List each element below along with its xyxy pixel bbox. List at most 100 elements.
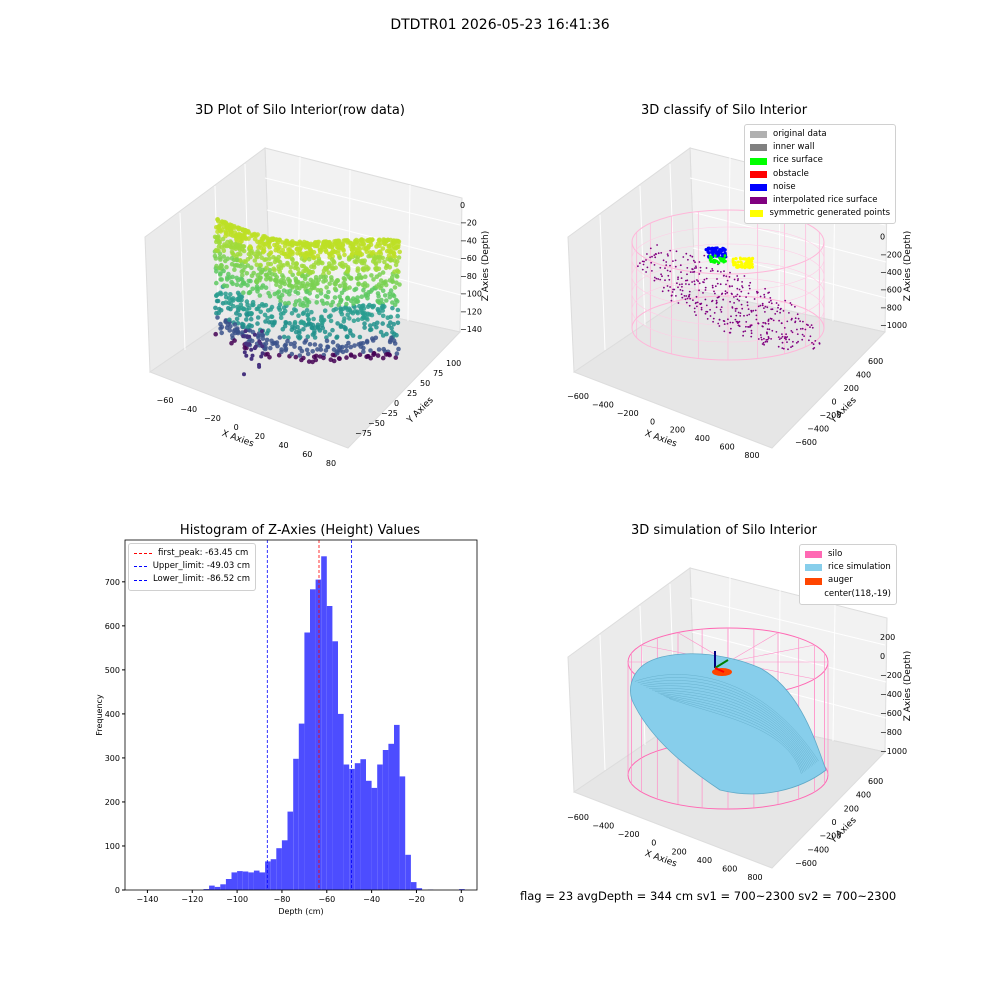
classify-interpolated-point xyxy=(645,259,647,261)
raw-point xyxy=(301,303,306,309)
classify-interpolated-point xyxy=(703,278,706,281)
classify-interpolated-point xyxy=(736,298,739,301)
classify-interpolated-point xyxy=(799,328,802,330)
histogram-x-tick-label: 0 xyxy=(459,895,464,904)
raw-point xyxy=(218,277,223,282)
classify-interpolated-point xyxy=(667,274,670,277)
classify-interpolated-point xyxy=(721,292,724,295)
raw-point xyxy=(374,274,380,280)
raw-point xyxy=(260,351,265,356)
classify-interpolated-point xyxy=(741,307,744,310)
classify-interpolated-point xyxy=(696,305,698,308)
classify-interpolated-point xyxy=(733,278,736,281)
histogram-bar xyxy=(220,884,226,890)
raw-point xyxy=(337,294,343,300)
raw-point xyxy=(380,321,386,326)
classify-interpolated-point xyxy=(659,278,662,281)
raw-point xyxy=(328,302,334,308)
raw-point xyxy=(361,345,366,351)
classify-interpolated-point xyxy=(735,295,737,298)
raw-point xyxy=(342,277,348,282)
classify-interpolated-point xyxy=(770,302,773,305)
raw-point xyxy=(318,347,324,352)
raw-point xyxy=(281,275,286,280)
classify-interpolated-point xyxy=(739,315,742,317)
histogram-bar xyxy=(253,870,260,890)
sim-x-tick-label: 400 xyxy=(697,856,712,865)
classify-noise-point xyxy=(723,251,727,255)
raw-y-tick-label: 100 xyxy=(446,359,461,368)
raw-point xyxy=(351,301,356,307)
raw-point xyxy=(353,240,359,245)
raw-point xyxy=(255,333,261,339)
classify-interpolated-point xyxy=(685,283,687,285)
classify-interpolated-point xyxy=(780,322,783,325)
classify-interpolated-point xyxy=(791,345,794,348)
classify-interpolated-point xyxy=(729,321,732,324)
classify-rice-point xyxy=(708,256,712,260)
raw-point xyxy=(288,269,293,275)
raw-point xyxy=(273,278,279,284)
classify-interpolated-point xyxy=(736,275,739,277)
raw-point xyxy=(289,311,295,316)
classify-y-tick-label: 600 xyxy=(868,357,883,366)
classify-interpolated-point xyxy=(747,292,750,295)
raw-point xyxy=(241,248,247,254)
classify-interpolated-point xyxy=(653,264,656,266)
raw-point xyxy=(345,312,351,318)
sim-z-tick-label: −1000 xyxy=(880,747,907,756)
raw-point xyxy=(311,265,317,270)
classify-interpolated-point xyxy=(705,277,708,280)
raw-point xyxy=(214,235,219,240)
classify-interpolated-point xyxy=(761,304,764,307)
classify-interpolated-point xyxy=(665,261,668,263)
classify-interpolated-point xyxy=(683,295,686,297)
raw-point xyxy=(230,298,236,303)
raw-point xyxy=(251,302,256,308)
raw-point xyxy=(368,323,373,328)
classify-interpolated-point xyxy=(762,321,765,324)
raw-point xyxy=(295,291,301,296)
legend-label: Upper_limit: -49.03 cm xyxy=(152,561,250,572)
classify-interpolated-point xyxy=(809,335,812,338)
classify-interpolated-point xyxy=(771,308,774,311)
raw-point xyxy=(382,259,387,265)
classify-interpolated-point xyxy=(698,261,701,263)
legend-label: symmetric generated points xyxy=(769,208,890,219)
raw-point xyxy=(321,279,326,284)
classify-interpolated-point xyxy=(812,343,815,346)
classify-interpolated-point xyxy=(785,333,787,336)
raw-z-tick-label: −40 xyxy=(460,236,477,245)
classify-interpolated-point xyxy=(767,318,770,321)
classify-interpolated-point xyxy=(738,295,741,298)
histogram-bar xyxy=(259,872,266,890)
raw-point xyxy=(323,274,329,280)
classify-interpolated-point xyxy=(676,282,678,285)
raw-point xyxy=(292,340,297,346)
raw-point xyxy=(359,307,364,313)
raw-point xyxy=(375,353,381,358)
raw-point xyxy=(387,352,393,358)
classify-interpolated-point xyxy=(660,273,662,276)
raw-point xyxy=(387,291,393,297)
raw-point xyxy=(236,306,242,311)
raw-point xyxy=(234,282,240,288)
classify-interpolated-point xyxy=(712,320,714,323)
classify-interpolated-point xyxy=(764,311,766,313)
raw-point xyxy=(395,238,401,244)
raw-point xyxy=(293,308,299,313)
raw-point xyxy=(226,296,232,301)
classify-interpolated-point xyxy=(667,289,670,292)
raw-point xyxy=(248,311,254,316)
classify-z-tick-label: −400 xyxy=(880,268,902,277)
sim-z-tick-label: −200 xyxy=(880,671,902,680)
raw-point xyxy=(380,355,386,361)
raw-point xyxy=(245,302,250,308)
classify-interpolated-point xyxy=(682,256,685,258)
raw-gridline xyxy=(264,177,461,226)
classify-interpolated-point xyxy=(760,338,763,341)
raw-point xyxy=(378,329,384,335)
legend-entry: Upper_limit: -49.03 cm xyxy=(134,560,250,573)
classify-interpolated-point xyxy=(802,320,804,323)
raw-point xyxy=(295,266,301,272)
